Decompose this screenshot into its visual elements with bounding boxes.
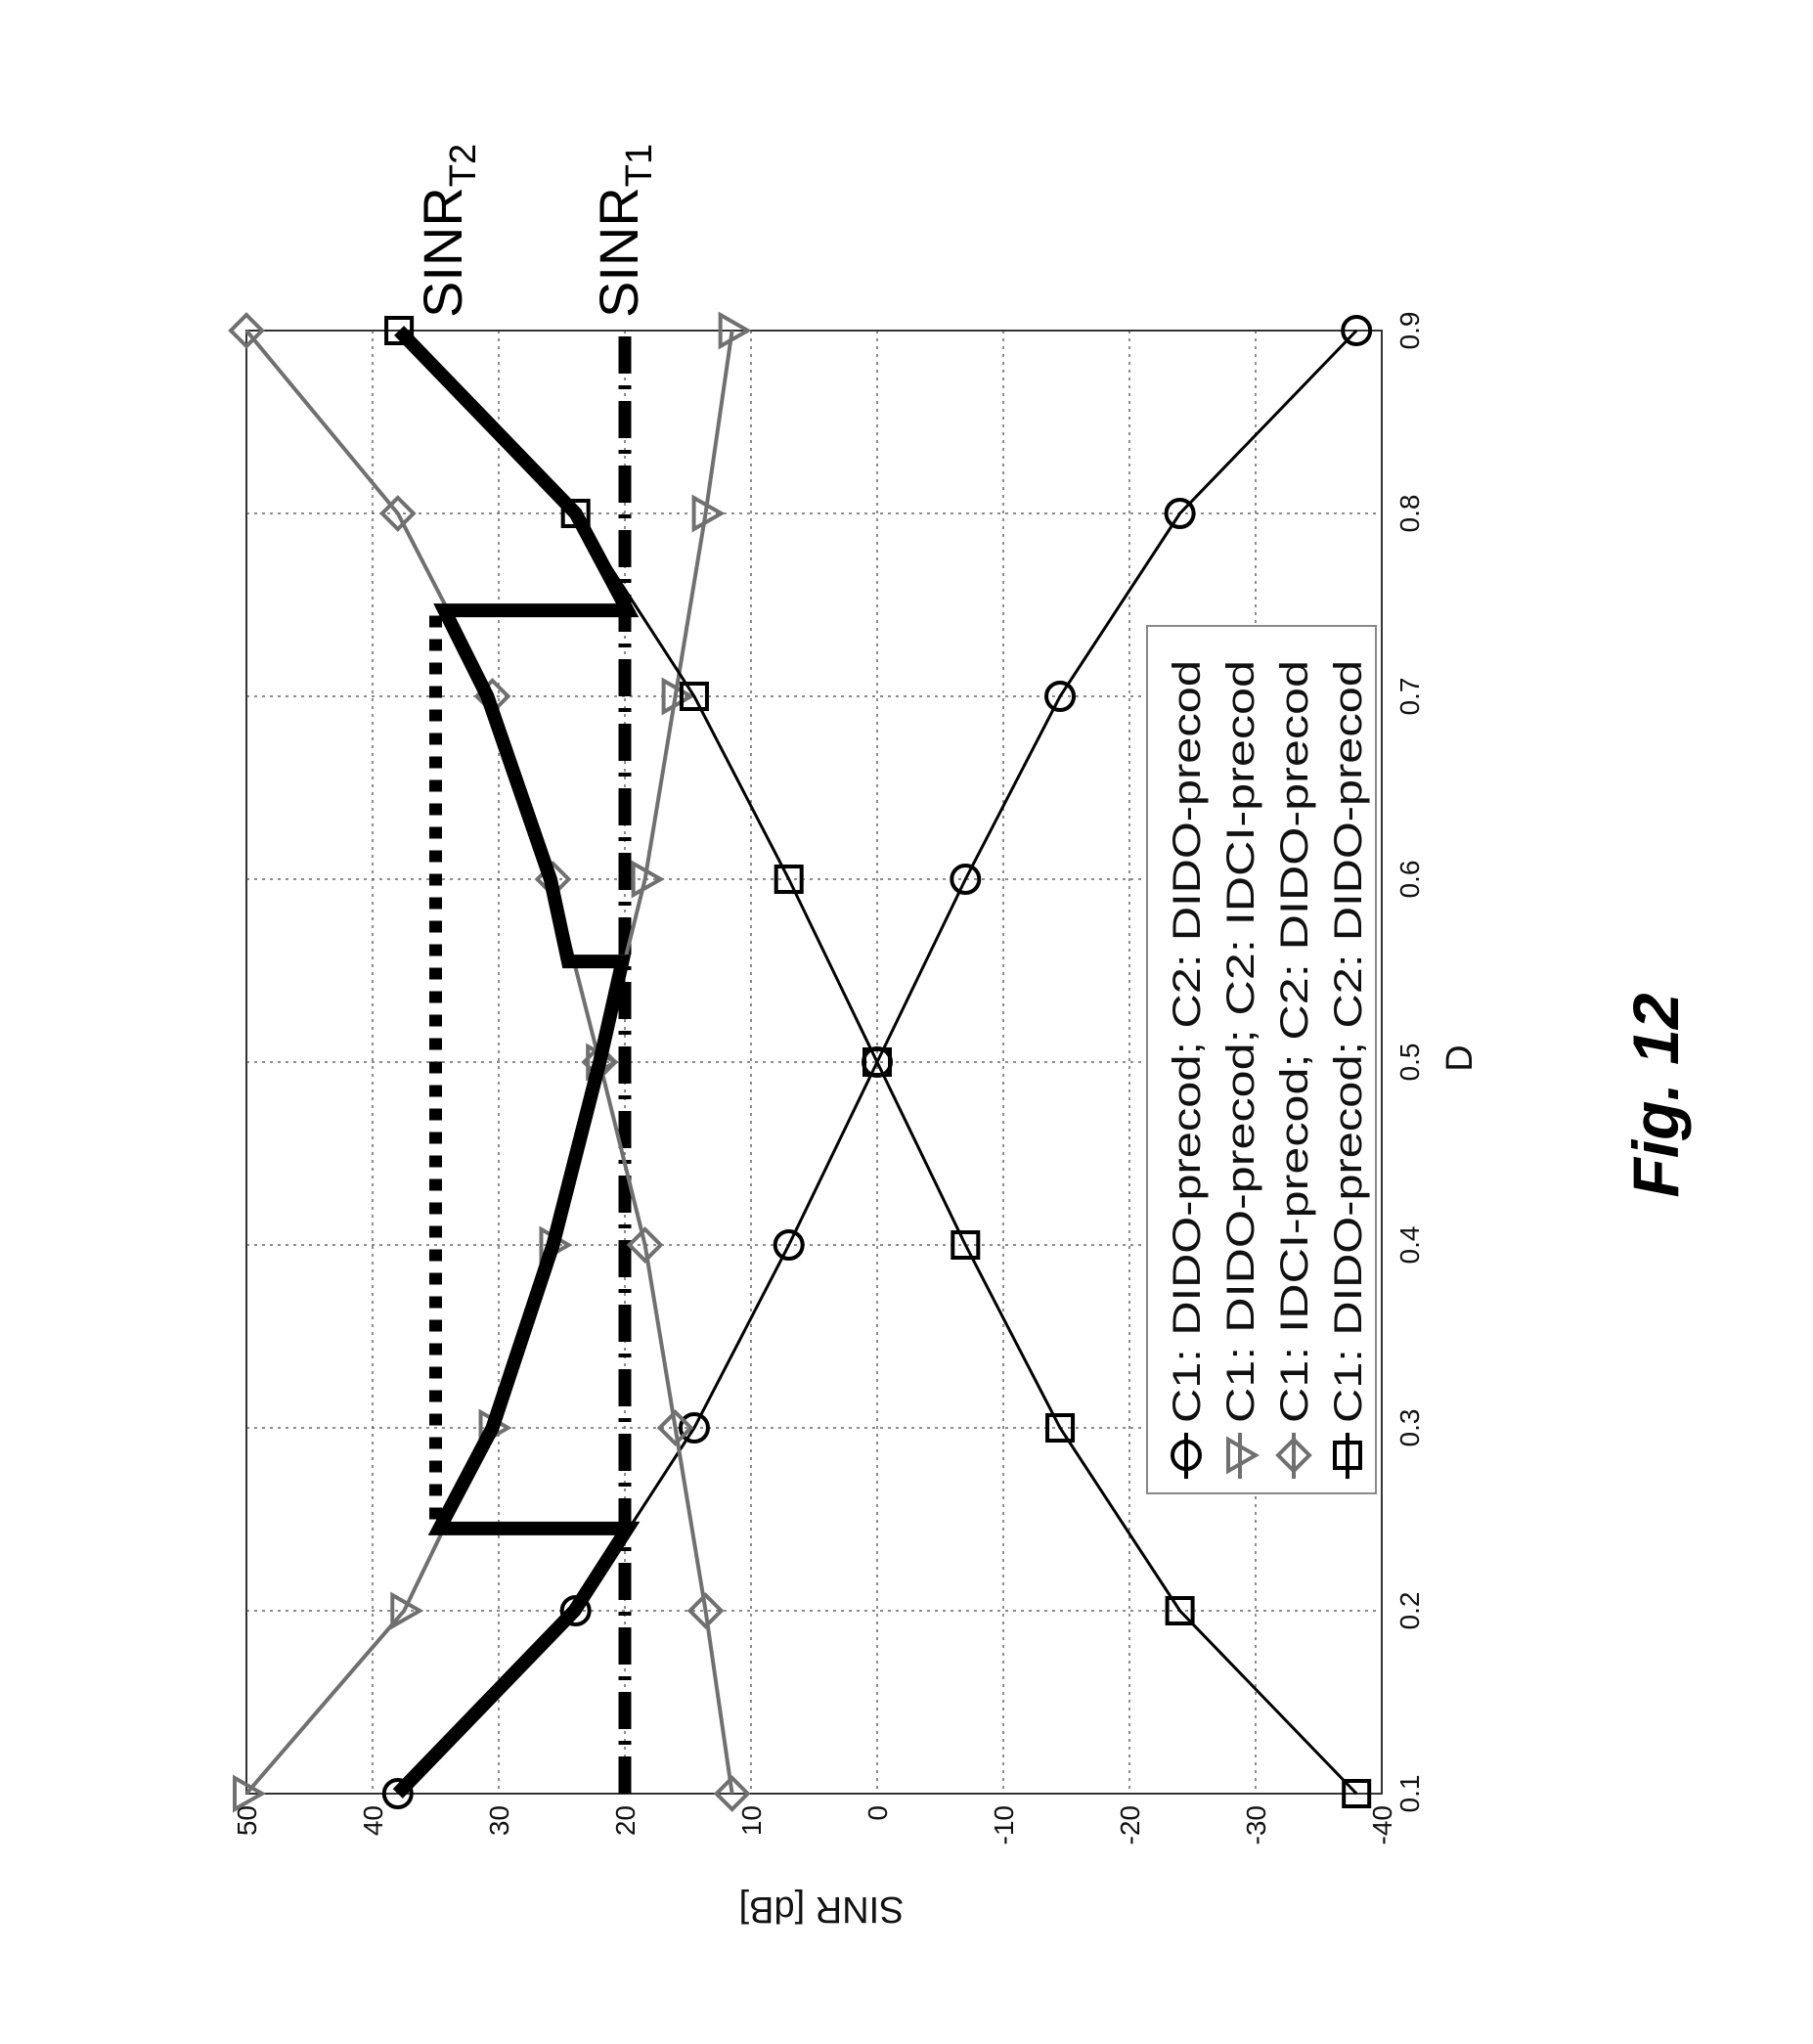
y-tick-label: -10: [989, 1805, 1019, 1844]
y-tick-label: 0: [862, 1805, 893, 1821]
y-tick-label: -30: [1241, 1805, 1271, 1844]
y-tick-label: -20: [1115, 1805, 1145, 1844]
x-axis-label: D: [1439, 1044, 1481, 1071]
x-tick-label: 0.5: [1394, 1044, 1425, 1082]
legend: C1: DIDO-precod; C2: DIDO-precodC1: DIDO…: [1147, 626, 1376, 1493]
x-tick-label: 0.8: [1394, 495, 1425, 533]
legend-entry-label: C1: DIDO-precod; C2: IDCI-precod: [1219, 660, 1262, 1423]
legend-entry-label: C1: IDCI-precod; C2: DIDO-precod: [1273, 660, 1316, 1423]
y-tick-label: -40: [1367, 1805, 1397, 1844]
x-tick-label: 0.4: [1394, 1226, 1425, 1265]
x-tick-label: 0.6: [1394, 861, 1425, 899]
x-tick-label: 0.9: [1394, 312, 1425, 350]
x-tick-label: 0.1: [1394, 1775, 1425, 1813]
figure-label: Fig. 12: [1619, 993, 1692, 1197]
legend-entry-label: C1: DIDO-precod; C2: DIDO-precod: [1327, 660, 1370, 1423]
legend-entry-label: C1: DIDO-precod; C2: DIDO-precod: [1166, 660, 1209, 1423]
x-tick-label: 0.3: [1394, 1409, 1425, 1447]
x-tick-label: 0.7: [1394, 678, 1425, 716]
x-tick-label: 0.2: [1394, 1592, 1425, 1630]
y-tick-label: 30: [484, 1805, 514, 1836]
y-tick-label: 40: [358, 1805, 388, 1836]
y-tick-label: 10: [736, 1805, 767, 1836]
y-axis-label: SINR [dB]: [739, 1888, 905, 1930]
y-tick-label: 20: [610, 1805, 641, 1836]
